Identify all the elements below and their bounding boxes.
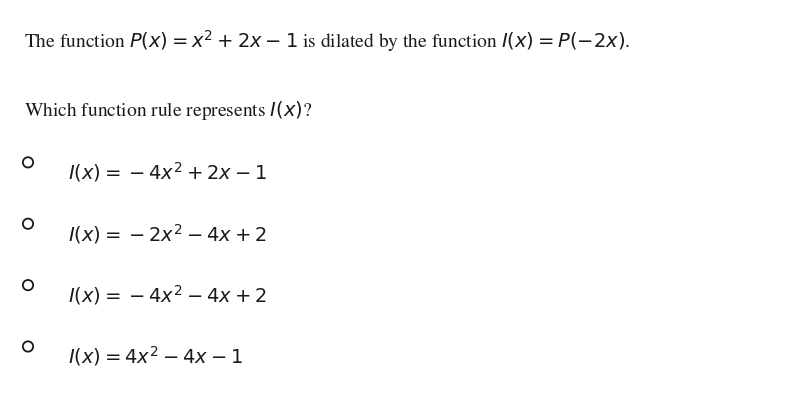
Text: $I(x) = -2x^2 - 4x + 2$: $I(x) = -2x^2 - 4x + 2$ — [68, 222, 266, 246]
Text: Which function rule represents $I(x)$?: Which function rule represents $I(x)$? — [24, 99, 313, 122]
Text: $I(x) = -4x^2 + 2x - 1$: $I(x) = -4x^2 + 2x - 1$ — [68, 160, 267, 184]
Text: $I(x) = -4x^2 - 4x + 2$: $I(x) = -4x^2 - 4x + 2$ — [68, 283, 266, 307]
Text: The function $P(x) = x^2 + 2x - 1$ is dilated by the function $I(x) = P(-2x)$.: The function $P(x) = x^2 + 2x - 1$ is di… — [24, 28, 630, 53]
Text: $I(x) = 4x^2 - 4x - 1$: $I(x) = 4x^2 - 4x - 1$ — [68, 345, 243, 368]
